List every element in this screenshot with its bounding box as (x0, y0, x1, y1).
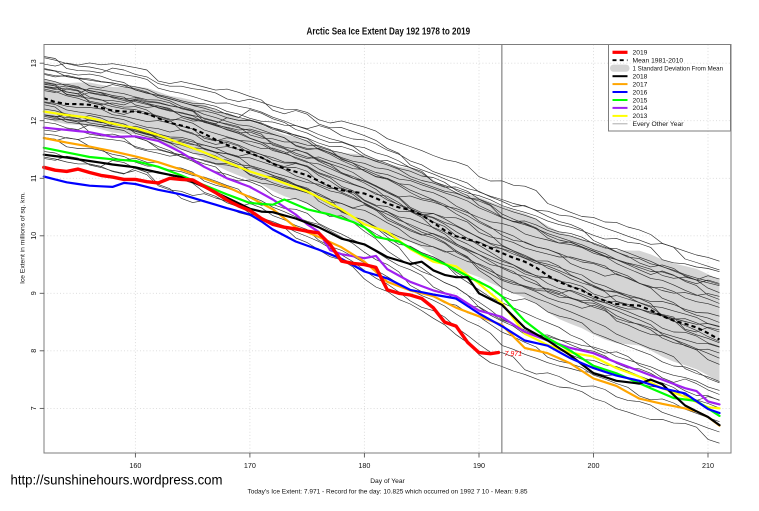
svg-text:10: 10 (29, 232, 38, 240)
svg-text:Today's Ice Extent: 7.971 - R: Today's Ice Extent: 7.971 - Record for t… (248, 489, 528, 496)
svg-text:7: 7 (29, 406, 38, 410)
svg-text:13: 13 (29, 59, 38, 67)
svg-text:160: 160 (129, 461, 141, 470)
svg-text:Day of Year: Day of Year (370, 478, 405, 485)
svg-text:2017: 2017 (633, 81, 648, 88)
svg-text:7.971: 7.971 (505, 351, 523, 358)
svg-text:200: 200 (588, 461, 600, 470)
svg-text:Mean 1981-2010: Mean 1981-2010 (633, 58, 684, 65)
svg-text:2018: 2018 (633, 74, 648, 81)
svg-text:2013: 2013 (633, 113, 648, 120)
svg-text:2014: 2014 (633, 105, 648, 112)
svg-text:8: 8 (29, 349, 38, 353)
svg-text:12: 12 (29, 117, 38, 125)
svg-text:Arctic Sea Ice Extent Day 192: Arctic Sea Ice Extent Day 192 1978 to 20… (307, 26, 471, 38)
svg-text:Ice Extent in millions of sq.: Ice Extent in millions of sq. km. (20, 192, 27, 284)
svg-text:210: 210 (702, 461, 714, 470)
svg-text:http://sunshinehours.wordpress: http://sunshinehours.wordpress.com (11, 473, 223, 488)
svg-text:1 Standard Deviation From Mean: 1 Standard Deviation From Mean (633, 66, 724, 73)
svg-text:180: 180 (358, 461, 370, 470)
svg-text:2016: 2016 (633, 89, 648, 96)
svg-text:2015: 2015 (633, 97, 648, 104)
svg-text:170: 170 (244, 461, 256, 470)
svg-text:Every Other Year: Every Other Year (633, 121, 685, 128)
svg-text:190: 190 (473, 461, 485, 470)
svg-text:2019: 2019 (633, 50, 648, 57)
svg-text:11: 11 (29, 175, 38, 182)
svg-text:9: 9 (29, 291, 38, 295)
